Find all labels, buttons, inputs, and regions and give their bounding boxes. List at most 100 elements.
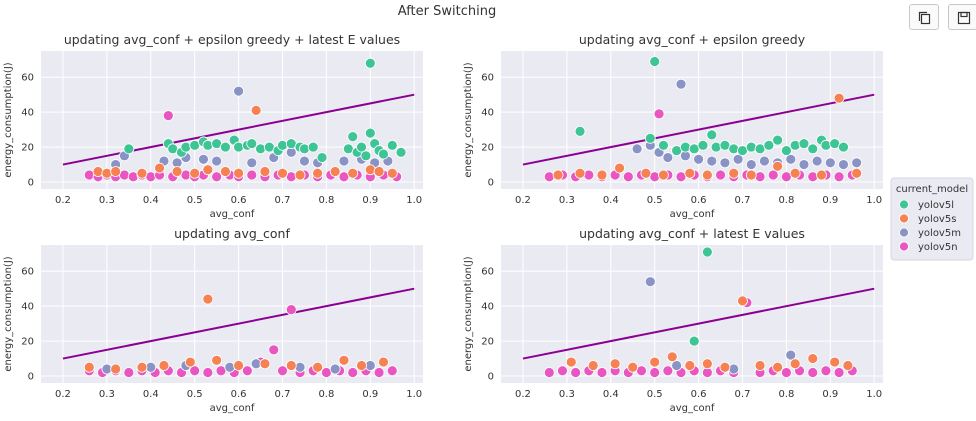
point-yolov5l [644,132,656,144]
point-yolov5m [675,78,687,90]
point-yolov5m [851,157,863,169]
copy-button[interactable] [909,4,939,30]
point-yolov5m [211,155,223,167]
point-yolov5n [543,171,555,183]
point-yolov5l [658,139,669,151]
point-yolov5n [246,169,258,181]
y-tick-label: 0 [28,178,34,189]
point-yolov5m [644,276,656,288]
point-yolov5l [255,143,266,155]
point-yolov5m [785,349,797,361]
plot-area [41,245,423,383]
point-yolov5s [574,167,586,179]
x-tick-label: 0.9 [822,389,838,400]
point-yolov5s [701,169,713,181]
point-yolov5l [706,129,718,141]
point-yolov5m [662,152,674,163]
x-tick-label: 0.9 [362,389,378,400]
save-button[interactable] [948,4,976,30]
point-yolov5s [816,169,827,181]
y-tick-label: 20 [481,143,494,154]
save-icon [957,11,971,25]
point-yolov5s [233,167,244,179]
point-yolov5s [110,166,122,177]
point-yolov5m [759,155,770,167]
point-yolov5n [662,365,674,377]
point-yolov5s [285,360,297,371]
point-yolov5l [649,56,661,67]
x-tick-label: 0.4 [143,389,159,400]
point-yolov5n [277,365,288,377]
point-yolov5n [543,367,555,378]
point-yolov5s [101,167,113,179]
point-yolov5s [338,354,350,366]
x-tick-label: 1.0 [406,389,422,400]
point-yolov5s [250,104,262,116]
point-yolov5s [83,361,95,373]
point-yolov5s [772,160,784,172]
point-yolov5n [596,367,608,378]
point-yolov5m [811,155,823,167]
point-yolov5s [294,169,306,181]
legend-label-yolov5s: yolov5s [918,214,956,225]
point-yolov5s [184,356,196,368]
point-yolov5s [277,167,288,179]
point-yolov5m [719,157,731,169]
legend-title: current_model [896,184,968,195]
point-yolov5l [680,141,691,153]
point-yolov5s [745,169,757,181]
x-tick-label: 0.2 [515,195,531,206]
point-yolov5n [202,367,214,378]
point-yolov5s [154,162,165,174]
chart-title: updating avg_conf + epsilon greedy [579,32,806,47]
point-yolov5s [728,167,740,179]
point-yolov5s [233,360,244,371]
x-tick-label: 0.9 [362,195,378,206]
x-tick-label: 0.6 [691,389,707,400]
legend-marker-yolov5s [899,213,909,224]
point-yolov5s [259,358,271,370]
copy-icon [918,11,931,25]
point-yolov5s [312,361,324,373]
point-yolov5l [688,335,700,347]
point-yolov5l [299,143,310,155]
point-yolov5s [772,361,784,373]
x-tick-label: 0.4 [143,195,159,206]
chart-panel: 0.2 0.3 0.4 0.5 0.6 0.7 0.8 0.9 1.0 0 20 40 60 updati… [3,32,423,220]
point-yolov5s [386,167,398,179]
point-yolov5m [838,159,849,170]
point-yolov5s [110,363,122,375]
point-yolov5s [684,167,696,179]
y-tick-label: 40 [21,108,34,119]
y-tick-label: 40 [21,302,34,313]
point-yolov5m [745,159,757,170]
point-yolov5l [356,141,367,153]
point-yolov5l [781,145,792,156]
point-yolov5l [772,134,784,146]
point-yolov5l [807,143,819,155]
trend-line [522,93,875,166]
y-axis-label: energy_consumption(J) [463,62,474,177]
point-yolov5s [649,356,661,368]
point-yolov5l [347,131,359,142]
point-yolov5s [658,169,669,181]
x-axis-label: avg_conf [670,403,715,414]
point-yolov5n [189,365,201,377]
point-yolov5n [570,367,582,378]
y-tick-label: 60 [481,73,494,84]
legend-box [890,177,974,261]
point-yolov5l [360,150,372,162]
x-tick-label: 1.0 [406,195,422,206]
point-yolov5m [693,153,704,165]
y-tick-label: 0 [488,372,494,383]
point-yolov5l [763,139,775,151]
point-yolov5l [574,125,586,137]
point-yolov5s [259,166,271,177]
point-yolov5l [364,127,376,139]
x-tick-label: 1.0 [866,389,882,400]
point-yolov5n [833,367,845,378]
x-tick-label: 0.5 [187,195,203,206]
point-yolov5s [202,293,214,305]
point-yolov5s [202,164,214,176]
